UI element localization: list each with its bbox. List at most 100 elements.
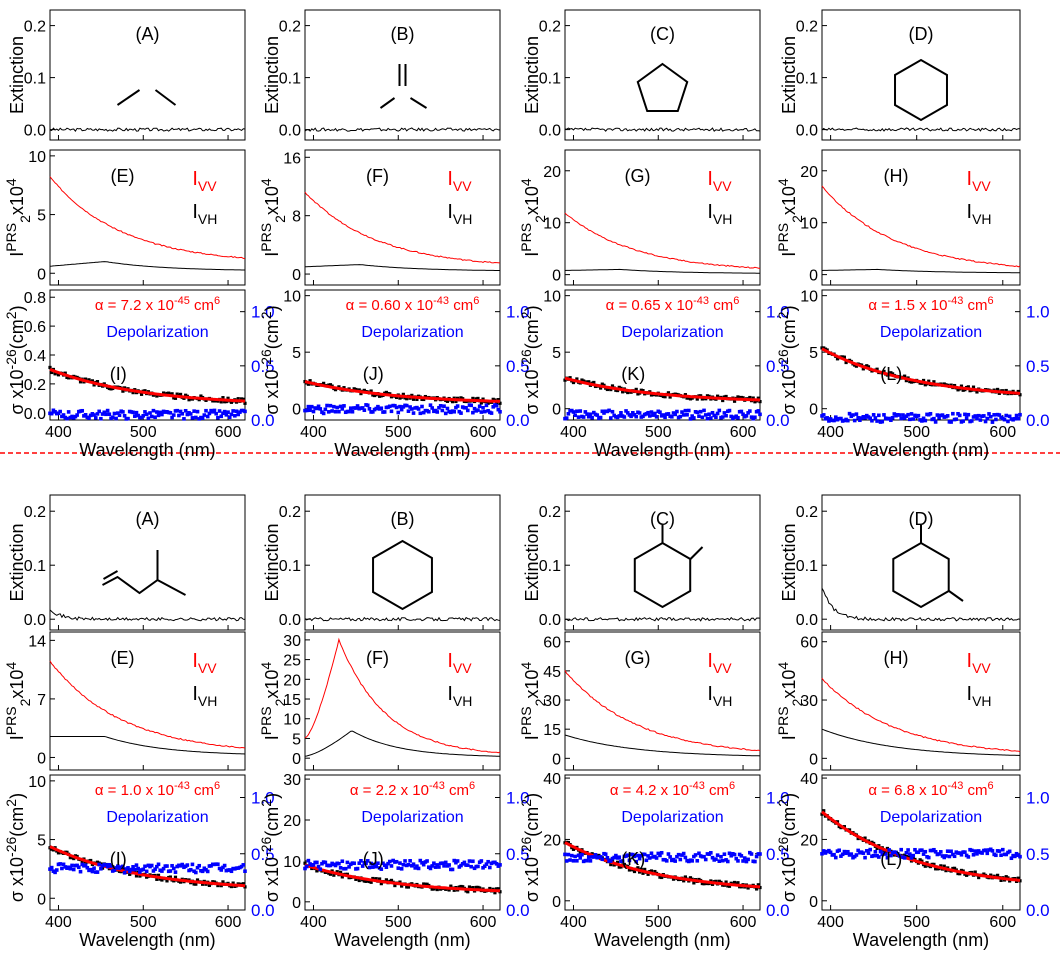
depolarization-point	[622, 415, 627, 419]
depolarization-point	[484, 862, 489, 866]
cross-section-point	[372, 393, 377, 398]
depolarization-point	[901, 413, 905, 417]
y-tick-label: 0.2	[279, 19, 301, 36]
depolarization-point	[590, 415, 594, 420]
depolarization-point	[197, 863, 202, 868]
cross-section-point	[72, 856, 76, 861]
cross-section-point	[1004, 388, 1008, 393]
depolarization-point	[980, 851, 984, 855]
cross-section-point	[67, 376, 71, 380]
depolarization-point	[863, 415, 867, 420]
depolarization-point	[973, 414, 978, 418]
y-tick-label: 60	[543, 635, 561, 652]
depolarization-point	[664, 859, 669, 863]
depolarization-point	[144, 412, 149, 417]
depolarization-point	[741, 412, 745, 417]
cross-section-point	[683, 393, 687, 397]
depolarization-point	[354, 406, 358, 410]
panel-label: (B)	[391, 24, 415, 44]
depolarization-point	[978, 418, 983, 422]
cross-section-point	[671, 877, 676, 881]
ivv-legend: IVV	[447, 168, 472, 194]
cross-section-point	[422, 882, 426, 886]
cross-section-point	[393, 883, 397, 888]
cross-section-point	[956, 388, 960, 392]
depolarization-point	[418, 858, 423, 863]
depolarization-point	[156, 413, 161, 418]
cross-section-point	[158, 877, 162, 881]
y-tick-label: 0	[37, 750, 46, 767]
cross-section-point	[456, 396, 460, 400]
depolarization-point	[692, 416, 696, 420]
cross-section-point	[685, 396, 689, 400]
depolarization-point	[379, 867, 384, 871]
cross-section-point	[175, 392, 179, 396]
depolarization-point	[690, 859, 694, 863]
extinction-axis-label: Extinction	[262, 523, 282, 601]
depolarization-point	[144, 869, 149, 874]
depolarization-point	[758, 412, 762, 417]
depolarization-point	[347, 409, 351, 414]
depolarization-point	[709, 416, 713, 420]
depolarization-point	[345, 860, 350, 865]
depolarization-point	[727, 851, 732, 856]
depolarization-point	[387, 859, 392, 864]
depolarization-point	[939, 850, 943, 854]
depolarization-point	[105, 864, 110, 869]
depolarization-point	[612, 855, 616, 860]
depolarization-point	[932, 847, 936, 852]
cross-section-axis-label: σ x10-26(cm2)	[518, 793, 542, 902]
cross-section-panel: 0 5 10 400 500 600 0.0 0.5 1.0 α = 0.60 x 10-43 c…	[258, 289, 530, 460]
cross-section-frame	[49, 774, 246, 911]
depolarization-point	[352, 861, 356, 866]
depolarization-point	[126, 416, 130, 421]
depolarization-point	[668, 855, 672, 859]
depolarization-point	[476, 864, 480, 869]
depolarization-point	[736, 859, 740, 863]
cross-section-point	[308, 379, 312, 383]
cross-section-point	[221, 880, 225, 884]
depolarization-point	[221, 865, 225, 870]
cross-section-point	[357, 388, 361, 392]
depolarization-point	[165, 864, 169, 868]
depolarization-point	[899, 416, 903, 421]
depolarization-point	[161, 866, 166, 871]
depolarization-point	[631, 410, 635, 415]
depolarization-point	[438, 404, 443, 408]
cross-section-point	[211, 399, 215, 403]
depolarization-point	[873, 850, 878, 854]
depolarization-point	[592, 855, 596, 859]
depolarization-point	[109, 864, 113, 868]
y-tick-label: 0	[809, 402, 818, 419]
extinction-axis-label: Extinction	[7, 36, 27, 114]
depolarization-point	[847, 411, 852, 416]
depolarization-point	[75, 863, 79, 868]
depolarization-point	[710, 410, 715, 415]
depolarization-point	[744, 414, 749, 418]
cross-section-point	[982, 872, 986, 876]
depolarization-legend: Depolarization	[361, 324, 463, 341]
depolarization-point	[871, 413, 876, 417]
cross-section-point	[942, 864, 946, 868]
y-tick-label: 0	[809, 751, 818, 768]
depolarization-point	[355, 866, 360, 871]
depol-tick-label: 1.0	[251, 303, 275, 322]
depolarization-point	[365, 859, 370, 863]
cross-section-point	[682, 879, 686, 883]
depolarization-point	[136, 413, 140, 418]
cross-section-point	[95, 380, 100, 384]
cross-section-point	[1016, 389, 1020, 394]
cross-section-point	[476, 885, 480, 889]
depolarization-point	[330, 409, 334, 413]
ivh-trace	[304, 264, 500, 271]
x-tick-label: 400	[817, 424, 844, 441]
depolarization-point	[753, 859, 757, 864]
extinction-trace	[564, 127, 761, 132]
cross-section-point	[599, 386, 603, 390]
depolarization-point	[464, 405, 468, 410]
depolarization-point	[92, 413, 96, 417]
depolarization-point	[902, 856, 907, 860]
depolarization-point	[607, 408, 611, 413]
y-tick-label: 0	[809, 268, 818, 285]
depolarization-point	[323, 407, 328, 412]
